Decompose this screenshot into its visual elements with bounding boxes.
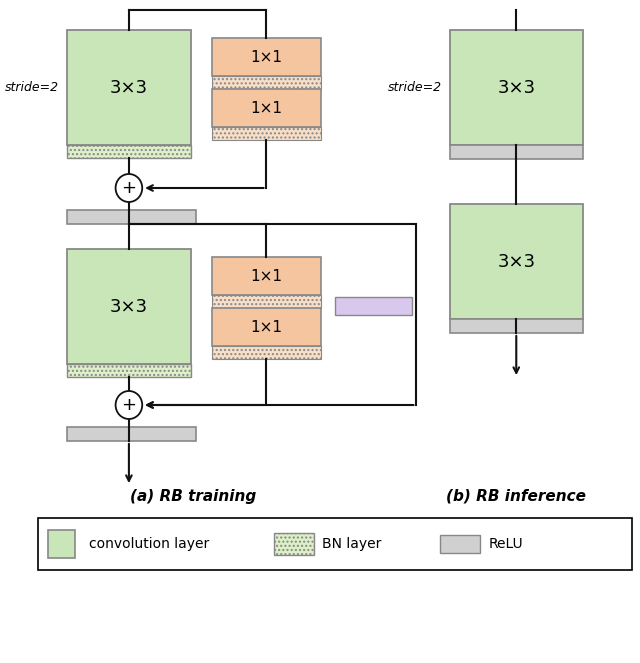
Text: 3×3: 3×3 <box>497 78 535 97</box>
Bar <box>212 38 321 76</box>
Text: ReLU: ReLU <box>488 537 523 551</box>
Text: 1×1: 1×1 <box>250 320 282 335</box>
Bar <box>212 89 321 127</box>
Circle shape <box>116 391 142 419</box>
Text: +: + <box>122 396 136 414</box>
Text: BN layer: BN layer <box>322 537 381 551</box>
Text: stride=2: stride=2 <box>388 81 442 94</box>
Text: (a) RB training: (a) RB training <box>129 489 256 503</box>
Text: 3×3: 3×3 <box>110 78 148 97</box>
Bar <box>450 204 583 319</box>
Text: convolution layer: convolution layer <box>89 537 209 551</box>
Bar <box>67 427 196 441</box>
Text: 3×3: 3×3 <box>497 253 535 271</box>
Bar <box>67 210 196 224</box>
Bar <box>450 30 583 145</box>
Text: 1×1: 1×1 <box>250 269 282 284</box>
Text: stride=2: stride=2 <box>5 81 60 94</box>
Bar <box>212 295 321 308</box>
Text: +: + <box>122 179 136 197</box>
Bar <box>335 297 412 315</box>
Bar <box>212 308 321 346</box>
Bar <box>450 319 583 333</box>
Bar <box>48 530 75 558</box>
Text: (b) RB inference: (b) RB inference <box>446 489 586 503</box>
Bar <box>38 518 632 570</box>
Text: 1×1: 1×1 <box>250 50 282 64</box>
Bar <box>67 145 191 158</box>
Bar <box>212 346 321 359</box>
Bar <box>212 76 321 89</box>
Bar <box>212 127 321 140</box>
Circle shape <box>116 174 142 202</box>
Bar <box>67 30 191 145</box>
Bar <box>67 249 191 364</box>
Bar <box>212 257 321 295</box>
Bar <box>273 533 314 555</box>
Text: 3×3: 3×3 <box>110 298 148 316</box>
Bar <box>450 145 583 159</box>
Bar <box>67 364 191 377</box>
Bar <box>440 535 480 553</box>
Text: 1×1: 1×1 <box>250 101 282 115</box>
